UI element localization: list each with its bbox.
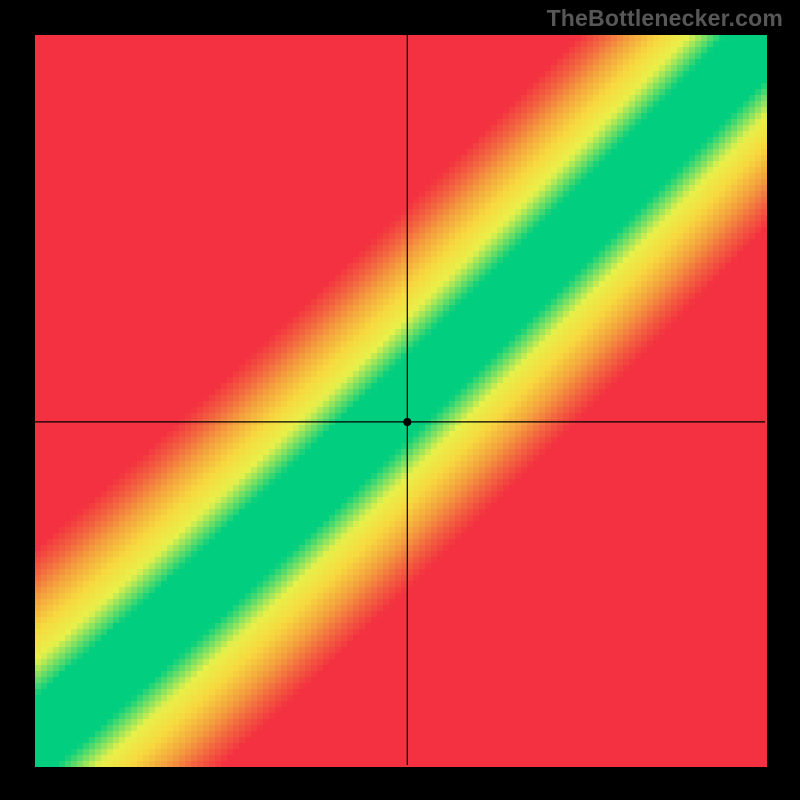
figure-container: TheBottlenecker.com (0, 0, 800, 800)
watermark-text: TheBottlenecker.com (547, 5, 783, 32)
heatmap-canvas (0, 0, 800, 800)
